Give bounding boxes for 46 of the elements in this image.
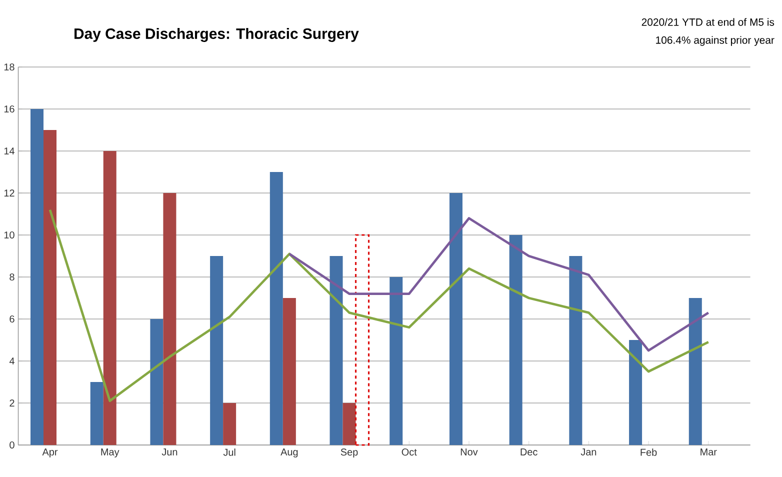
bar <box>569 256 582 445</box>
bar <box>282 298 296 445</box>
bar <box>270 172 283 445</box>
bar <box>509 235 522 445</box>
bar <box>163 192 176 445</box>
y-tick-label: 8 <box>10 273 14 281</box>
y-tick-label: 6 <box>10 315 14 323</box>
x-tick-label: Oct <box>402 448 417 456</box>
y-tick-label: 0 <box>10 441 14 449</box>
y-tick-label: 10 <box>4 231 14 239</box>
x-tick-label: Jan <box>580 448 596 456</box>
y-tick-label: 12 <box>4 190 14 196</box>
x-tick-label: Jun <box>162 448 178 456</box>
text: 106.4% against prior year <box>656 36 774 46</box>
bar <box>210 256 224 445</box>
bar <box>342 403 356 445</box>
x-tick-label: Feb <box>640 448 657 456</box>
bar <box>629 340 642 445</box>
line-series <box>288 217 710 352</box>
line-series <box>48 208 710 402</box>
x-tick-label: Sep <box>340 448 358 458</box>
bar <box>688 298 702 445</box>
bar <box>103 150 116 445</box>
y-tick-label: 14 <box>4 148 14 154</box>
y-tick-label: 2 <box>10 400 14 406</box>
bar <box>90 382 104 445</box>
bar <box>150 319 164 445</box>
y-tick-label: 18 <box>4 63 14 71</box>
bar <box>390 277 403 445</box>
y-tick-label: 16 <box>4 105 14 113</box>
bar <box>449 192 462 445</box>
bar <box>354 234 370 446</box>
x-tick-label: Nov <box>460 448 478 456</box>
x-tick-label: Apr <box>42 448 58 458</box>
x-tick-label: May <box>101 448 120 458</box>
x-tick-label: Aug <box>280 448 298 458</box>
y-tick-label: 4 <box>9 358 14 364</box>
bar <box>30 108 44 445</box>
text: 2020/21 YTD at end of M5 is <box>642 18 774 26</box>
x-tick-label: Mar <box>700 448 717 456</box>
bar <box>44 130 56 445</box>
chart-title: Day Case Discharges: Thoracic Surgery <box>74 28 359 42</box>
bar <box>330 256 343 445</box>
x-tick-label: Dec <box>520 448 538 456</box>
x-tick-label: Jul <box>223 448 236 456</box>
bar <box>223 403 236 445</box>
